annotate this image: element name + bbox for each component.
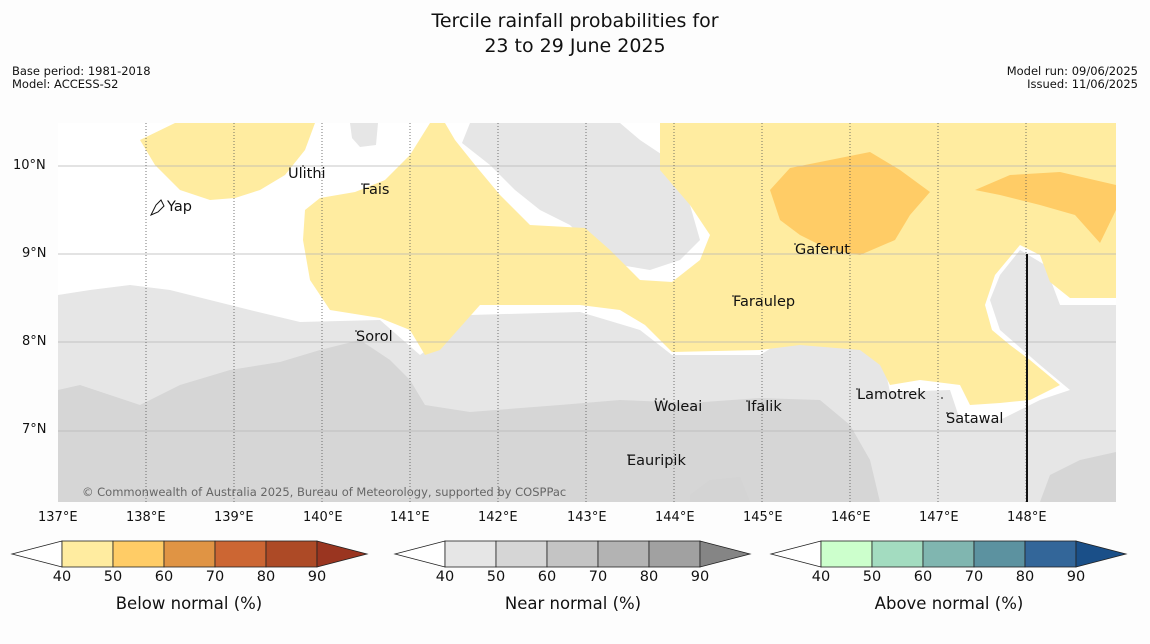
legend-near-swatch-5 <box>648 540 701 568</box>
meta-left: Base period: 1981-2018 Model: ACCESS-S2 <box>12 65 151 91</box>
near-normal-50-60-patch <box>334 378 372 400</box>
legend-above-swatch-6 <box>1075 540 1128 568</box>
legend-near-swatch-0 <box>393 540 446 568</box>
near-normal-50-60-region <box>58 340 880 502</box>
model-text: Model: ACCESS-S2 <box>12 77 119 91</box>
legend-below-swatch-0 <box>10 540 63 568</box>
place-label-woleai: Woleai <box>654 399 703 415</box>
lat-label-10n: 10°N <box>13 158 46 173</box>
lat-label-9n: 9°N <box>22 246 47 261</box>
near-normal-50-60-south <box>690 477 750 502</box>
lon-label-143e: 143°E <box>567 510 607 525</box>
place-label-yap: Yap <box>167 199 192 215</box>
lon-label-141e: 141°E <box>390 510 430 525</box>
legend-near-normal-bar <box>393 540 752 568</box>
legend-below-normal-bar <box>10 540 369 568</box>
model-run-text: Model run: 09/06/2025 <box>1006 64 1138 78</box>
lon-label-140e: 140°E <box>303 510 343 525</box>
legend-above-title: Above normal (%) <box>874 594 1024 613</box>
legend-below-tick-80: 80 <box>256 569 276 585</box>
legend-near-title: Near normal (%) <box>504 594 642 613</box>
place-label-gaferut: Gaferut <box>795 242 850 258</box>
legend-below-title: Below normal (%) <box>115 594 263 613</box>
legend-below-swatch-1 <box>61 540 114 568</box>
legend-near-tick-70: 70 <box>588 569 608 585</box>
legend-above-tick-80: 80 <box>1015 569 1035 585</box>
legend-below-tick-60: 60 <box>154 569 174 585</box>
lat-label-7n: 7°N <box>22 422 47 437</box>
legend-below-tick-50: 50 <box>103 569 123 585</box>
place-label-eauripik: Eauripik <box>627 453 686 469</box>
near-normal-50-60-east <box>1040 452 1116 502</box>
legend-above-swatch-1 <box>820 540 873 568</box>
lon-label-139e: 139°E <box>214 510 254 525</box>
legend-above-swatch-0 <box>769 540 822 568</box>
legend-near-swatch-6 <box>699 540 752 568</box>
issued-text: Issued: 11/06/2025 <box>1027 77 1138 91</box>
legend-above-tick-60: 60 <box>913 569 933 585</box>
lon-label-148e: 148°E <box>1007 510 1047 525</box>
legend-below-tick-90: 90 <box>307 569 327 585</box>
legend-near-swatch-3 <box>546 540 599 568</box>
lon-label-137e: 137°E <box>38 510 78 525</box>
map-title-line-2: 23 to 29 June 2025 <box>484 35 666 57</box>
legend-near-tick-90: 90 <box>690 569 710 585</box>
place-label-sorol: Sorol <box>356 329 393 345</box>
legend-above-tick-90: 90 <box>1066 569 1086 585</box>
lon-label-144e: 144°E <box>655 510 695 525</box>
island-markers <box>302 165 948 456</box>
legend-near-tick-60: 60 <box>537 569 557 585</box>
legend-above-tick-50: 50 <box>862 569 882 585</box>
below-normal-50-60-east <box>975 172 1116 243</box>
place-label-satawal: Satawal <box>946 411 1004 427</box>
place-label-ulithi: Ulithi <box>288 166 326 182</box>
legend-below-swatch-5 <box>265 540 318 568</box>
legend-near-swatch-4 <box>597 540 650 568</box>
legend-near-swatch-1 <box>444 540 497 568</box>
below-normal-40-50-west <box>140 123 315 200</box>
lon-label-138e: 138°E <box>126 510 166 525</box>
longitude-gridlines <box>145 123 1027 502</box>
legend-near-tick-80: 80 <box>639 569 659 585</box>
near-normal-40-50-small <box>350 123 378 147</box>
legend-below-swatch-2 <box>112 540 165 568</box>
lon-label-142e: 142°E <box>478 510 518 525</box>
near-normal-40-50-north <box>462 123 700 270</box>
place-label-lamotrek: Lamotrek <box>857 387 926 403</box>
legend-near-tick-40: 40 <box>435 569 455 585</box>
place-label-fais: Fais <box>362 182 390 198</box>
legend-above-swatch-2 <box>871 540 924 568</box>
legend-near-swatch-2 <box>495 540 548 568</box>
meta-right: Model run: 09/06/2025 Issued: 11/06/2025 <box>1007 65 1138 91</box>
legend-below-swatch-6 <box>316 540 369 568</box>
legend-above-tick-40: 40 <box>811 569 831 585</box>
lat-label-8n: 8°N <box>22 334 47 349</box>
legend-above-normal-bar <box>769 540 1128 568</box>
legend-below-swatch-4 <box>214 540 267 568</box>
yap-island-shape <box>149 199 165 216</box>
legend-above-swatch-4 <box>973 540 1026 568</box>
map-title-line-1: Tercile rainfall probabilities for <box>431 10 719 32</box>
base-period-text: Base period: 1981-2018 <box>12 64 151 78</box>
legend-below-tick-70: 70 <box>205 569 225 585</box>
legend-near-tick-50: 50 <box>486 569 506 585</box>
lon-label-145e: 145°E <box>743 510 783 525</box>
place-label-faraulep: Faraulep <box>733 294 796 310</box>
legend-below-tick-40: 40 <box>52 569 72 585</box>
legend-below-swatch-3 <box>163 540 216 568</box>
lon-label-146e: 146°E <box>831 510 871 525</box>
lon-label-147e: 147°E <box>919 510 959 525</box>
legend-above-swatch-3 <box>922 540 975 568</box>
legend-above-tick-70: 70 <box>964 569 984 585</box>
place-label-ifalik: Ifalik <box>747 399 782 415</box>
legend-above-swatch-5 <box>1024 540 1077 568</box>
below-normal-50-60-central <box>770 152 930 255</box>
copyright-text: © Commonwealth of Australia 2025, Bureau… <box>82 485 567 499</box>
